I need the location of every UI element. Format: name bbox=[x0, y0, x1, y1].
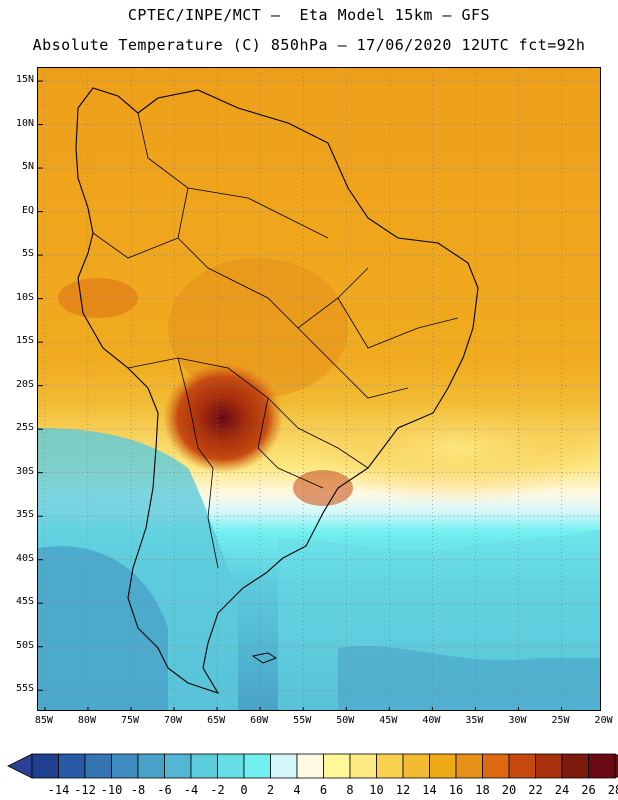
colorbar-swatch bbox=[429, 753, 457, 779]
colorbar-label: 4 bbox=[293, 783, 301, 797]
colorbar-swatch bbox=[455, 753, 483, 779]
south-america-coastline bbox=[75, 87, 479, 694]
colorbar bbox=[7, 753, 618, 779]
colorbar-label: 16 bbox=[448, 783, 464, 797]
lon-label: 85W bbox=[34, 715, 53, 726]
colorbar-label: 28 bbox=[607, 783, 618, 797]
lat-label: 10N bbox=[15, 117, 34, 129]
colorbar-label: 18 bbox=[475, 783, 490, 797]
colorbar-label: -2 bbox=[210, 783, 225, 797]
map-title-line2: Absolute Temperature (C) 850hPa – 17/06/… bbox=[32, 36, 586, 54]
colorbar-label: 14 bbox=[422, 783, 437, 797]
lon-label: 45W bbox=[379, 715, 398, 726]
lon-label: 80W bbox=[77, 715, 96, 726]
lon-label: 25W bbox=[551, 715, 570, 726]
colorbar-swatch bbox=[349, 753, 377, 779]
lat-label: 15N bbox=[15, 74, 34, 86]
colorbar-label: 0 bbox=[240, 783, 248, 797]
colorbar-label: 6 bbox=[319, 783, 328, 797]
colorbar-swatch bbox=[376, 753, 404, 779]
colorbar-swatch bbox=[190, 753, 218, 779]
falkland-islands bbox=[251, 652, 278, 664]
lat-label: 5N bbox=[21, 161, 34, 173]
lat-label: 25S bbox=[15, 422, 34, 434]
warm-pacific-region bbox=[58, 278, 138, 318]
lat-label: 55S bbox=[15, 683, 34, 695]
map-canvas bbox=[38, 68, 600, 710]
colorbar-label: -4 bbox=[183, 783, 199, 797]
map-title-line1: CPTEC/INPE/MCT – Eta Model 15km – GFS bbox=[127, 6, 491, 24]
colorbar-label: -10 bbox=[100, 783, 123, 797]
colorbar-swatch bbox=[243, 753, 271, 779]
colorbar-label: -6 bbox=[157, 783, 172, 797]
lon-label: 30W bbox=[508, 715, 527, 726]
colorbar-swatch bbox=[588, 753, 616, 779]
lat-label: 35S bbox=[15, 509, 34, 521]
colorbar-label: -12 bbox=[74, 783, 96, 797]
lon-label: 55W bbox=[293, 715, 312, 726]
lon-label: 40W bbox=[422, 715, 441, 726]
lon-label: 20W bbox=[594, 715, 613, 726]
lon-label: 50W bbox=[336, 715, 355, 726]
colorbar-swatch bbox=[137, 753, 165, 779]
colorbar-swatch bbox=[402, 753, 430, 779]
colorbar-swatch bbox=[323, 753, 351, 779]
colorbar-swatch bbox=[270, 753, 298, 779]
colorbar-swatch bbox=[561, 753, 589, 779]
colorbar-label: 12 bbox=[395, 783, 411, 797]
cold-pacific-core bbox=[38, 546, 168, 710]
lat-label: 30S bbox=[15, 465, 34, 477]
colorbar-swatch bbox=[482, 753, 510, 779]
colorbar-label: 8 bbox=[346, 783, 354, 797]
colorbar-arrow-high bbox=[614, 753, 618, 779]
colorbar-label: 10 bbox=[369, 783, 384, 797]
lat-label: 40S bbox=[15, 552, 34, 564]
country-borders bbox=[92, 112, 459, 569]
colorbar-swatch bbox=[296, 753, 324, 779]
colorbar-swatch bbox=[84, 753, 112, 779]
lon-label: 65W bbox=[207, 715, 226, 726]
colorbar-label: 22 bbox=[528, 783, 543, 797]
colorbar-label: -8 bbox=[130, 783, 146, 797]
lat-label: 5S bbox=[21, 248, 34, 260]
graticule bbox=[38, 68, 600, 710]
lat-label: 10S bbox=[15, 291, 34, 303]
colorbar-label: 20 bbox=[501, 783, 517, 797]
lat-label: 20S bbox=[15, 378, 34, 390]
lon-label: 60W bbox=[250, 715, 269, 726]
colorbar-label: 26 bbox=[581, 783, 596, 797]
lon-label: 75W bbox=[120, 715, 140, 726]
colorbar-arrow-low bbox=[7, 753, 33, 779]
colorbar-swatch bbox=[535, 753, 563, 779]
lon-label: 70W bbox=[164, 715, 183, 726]
lat-label: 50S bbox=[15, 639, 34, 651]
lat-label: 15S bbox=[15, 335, 34, 347]
colorbar-swatch bbox=[111, 753, 139, 779]
colorbar-swatch bbox=[164, 753, 192, 779]
colorbar-swatch bbox=[58, 753, 86, 779]
colorbar-label: 24 bbox=[554, 783, 570, 797]
lat-label: EQ bbox=[21, 204, 34, 216]
colorbar-label: -14 bbox=[47, 783, 70, 797]
temperature-map[interactable] bbox=[37, 67, 601, 711]
hot-spot bbox=[163, 363, 283, 473]
lon-label: 35W bbox=[465, 715, 484, 726]
colorbar-swatch bbox=[217, 753, 245, 779]
cold-atlantic-core bbox=[338, 645, 600, 710]
colorbar-swatch bbox=[508, 753, 536, 779]
colorbar-swatch bbox=[31, 753, 59, 779]
lat-label: 45S bbox=[15, 596, 34, 608]
colorbar-label: 2 bbox=[266, 783, 275, 797]
warm-atlantic-band bbox=[318, 393, 598, 503]
